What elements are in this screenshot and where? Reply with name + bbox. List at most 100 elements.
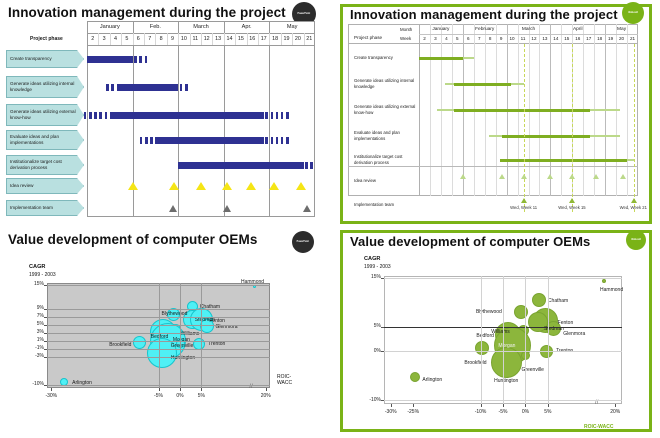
bubble-x-tick-label: -5% xyxy=(498,409,508,415)
panel-powerpoint-gantt: Innovation management during the project… xyxy=(0,0,334,228)
gantt-right-week-label: 5 xyxy=(456,36,459,41)
gantt-right-phase-label: Create transparency xyxy=(354,55,393,61)
bubble-right-ylabel-sub: 1999 - 2003 xyxy=(364,264,391,270)
gantt-right-week-label: 2 xyxy=(423,36,426,41)
bubble-y-tick-label: -10% xyxy=(369,396,381,403)
gantt-left-bar xyxy=(116,83,179,91)
gantt-left-bar-tick xyxy=(270,111,274,119)
bubble-point[interactable] xyxy=(490,346,522,378)
page-title-gantt-right: Innovation management during the project xyxy=(350,7,618,22)
bubble-gridline-v xyxy=(158,283,160,388)
gantt-left-bar xyxy=(155,136,264,144)
bubble-point-label: Blythewood xyxy=(475,309,502,316)
bubble-point-label: Glenmora xyxy=(563,330,586,337)
gantt-left-week-sep xyxy=(246,33,248,45)
bubble-y-tick-label: 15% xyxy=(33,281,44,288)
bubble-x-tick xyxy=(525,404,527,407)
gantt-left-week-sep xyxy=(132,33,134,45)
bubble-x-tick xyxy=(158,388,160,391)
bubble-y-tick xyxy=(44,340,47,342)
gantt-left-bar-tick xyxy=(150,136,153,144)
gantt-left-week-sep xyxy=(189,33,191,45)
bubble-x-tick-label: -30% xyxy=(45,393,58,399)
gantt-right-week-label: 19 xyxy=(608,36,614,41)
gantt-right-week-label: 20 xyxy=(619,36,625,41)
bubble-right-ylabel: CAGR xyxy=(364,256,381,262)
gantt-right-week-sep xyxy=(627,24,629,196)
gantt-left-bar-tick xyxy=(106,83,109,91)
gantt-right-week-label: 8 xyxy=(488,36,492,41)
gantt-left-week-label: 12 xyxy=(203,36,210,42)
bubble-point[interactable] xyxy=(253,285,257,289)
panel-thinkcell-bubble: Value development of computer OEMs think… xyxy=(334,228,660,438)
gantt-right-week-label: 11 xyxy=(520,36,526,41)
gantt-left-phase-box xyxy=(6,155,84,175)
gantt-right-week-caption: Week xyxy=(400,35,412,41)
bubble-x-tick xyxy=(179,388,181,391)
page-title-gantt-left: Innovation management during the project xyxy=(8,5,286,20)
gantt-left-bar-tick xyxy=(104,111,108,119)
gantt-left-bar-tick xyxy=(280,111,284,119)
gantt-left-bar-tick xyxy=(286,136,289,144)
bubble-point-label: Morgan xyxy=(172,336,190,343)
gantt-left-bar-tick xyxy=(280,136,284,144)
gantt-left-week-label: 17 xyxy=(260,36,267,42)
gantt-left-bar-tick xyxy=(179,83,183,91)
bubble-point[interactable] xyxy=(176,339,186,349)
gantt-left-week-sep xyxy=(121,33,123,45)
bubble-point[interactable] xyxy=(132,335,146,349)
bubble-point[interactable] xyxy=(602,279,607,284)
gantt-right-month-label: February xyxy=(475,26,495,32)
gantt-right-month-label: January xyxy=(432,26,450,32)
gantt-left-month-label: Apr. xyxy=(241,24,252,30)
gantt-right-milestone-label: Wed, Week 21 xyxy=(619,205,647,210)
bubble-x-tick xyxy=(413,404,414,407)
bubble-x-tick-label: -5% xyxy=(154,393,163,399)
bubble-y-tick-label: 15% xyxy=(370,274,381,281)
bubble-point[interactable] xyxy=(531,293,546,308)
bubble-y-tick xyxy=(44,308,47,310)
gantt-left-bar-tick xyxy=(310,161,313,169)
gantt-left-week-sep xyxy=(303,33,305,45)
gantt-left-week-sep xyxy=(155,33,157,45)
bubble-point[interactable] xyxy=(513,305,528,320)
gantt-left-week-label: 9 xyxy=(170,36,174,42)
gantt-left-month-sep-2 xyxy=(178,21,180,217)
bubble-point-label: Stedman xyxy=(194,317,215,324)
bubble-y-tick xyxy=(44,356,47,358)
bubble-x-tick xyxy=(547,404,549,407)
bubble-y-tick-label: 0% xyxy=(373,347,381,354)
gantt-left-bar xyxy=(178,161,304,169)
bubble-y-tick xyxy=(44,316,47,318)
gantt-right-implementation-marker xyxy=(569,198,576,203)
bubble-point[interactable] xyxy=(146,338,177,369)
gantt-right-month-label: March xyxy=(521,26,536,32)
bubble-x-tick xyxy=(615,404,617,407)
bubble-y-tick-label: 5% xyxy=(36,321,44,328)
gantt-right-week-label: 10 xyxy=(509,36,515,41)
bubble-point[interactable] xyxy=(410,371,421,382)
gantt-right-idea-review-marker xyxy=(521,174,528,179)
gantt-left-month-sep-3 xyxy=(223,21,225,217)
gantt-left-month-sep-4 xyxy=(269,21,271,217)
gantt-right-milestone-label: Wed, Week 15 xyxy=(558,205,586,210)
bubble-point-label: Morgan xyxy=(498,342,516,349)
bubble-y-tick xyxy=(44,284,47,286)
bubble-y-tick-label: -1% xyxy=(35,345,44,352)
gantt-left-idea-review-marker xyxy=(268,182,279,190)
gantt-left-week-sep xyxy=(292,33,294,45)
gantt-left-idea-review-marker xyxy=(127,182,138,190)
gantt-left-week-label: 21 xyxy=(306,36,313,42)
bubble-right-xlabel: ROIC-WACC xyxy=(584,424,614,430)
bubble-point[interactable] xyxy=(167,307,180,321)
gantt-right-bar xyxy=(500,158,628,163)
bubble-point[interactable] xyxy=(545,321,561,337)
bubble-point-label: Blythewood xyxy=(161,311,188,318)
bubble-x-tick-label: 0% xyxy=(176,393,184,399)
bubble-y-tick xyxy=(381,326,384,328)
bubble-x-tick-label: 0% xyxy=(521,409,530,415)
gantt-left-bar-tick xyxy=(265,111,268,119)
gantt-right-idea-review-marker xyxy=(547,174,554,179)
gantt-left-idea-review-marker xyxy=(196,182,206,190)
gantt-left-implementation-marker xyxy=(169,205,178,212)
